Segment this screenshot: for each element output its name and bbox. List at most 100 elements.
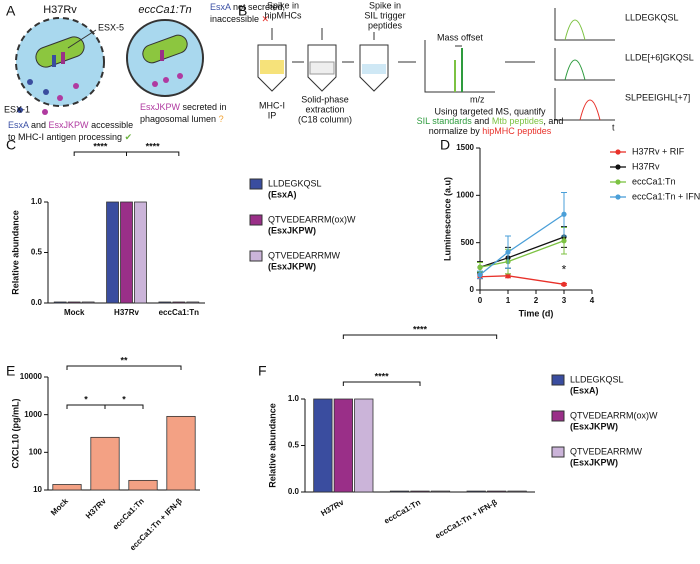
caption: EsxA and EsxJKPW accessible: [8, 120, 133, 130]
y-tick-label: 0.0: [288, 487, 300, 496]
line: [479, 236, 565, 268]
bar: [166, 415, 196, 491]
legend-label: LLDEGKQSL: [268, 178, 322, 188]
significance-bracket: [342, 381, 421, 386]
y-tick-label: 1000: [24, 410, 42, 419]
beads: [260, 60, 284, 74]
caption-text: and: [29, 120, 49, 130]
legend-marker: [615, 164, 621, 170]
pointer: [67, 29, 97, 49]
bar: [487, 490, 507, 493]
caption-text: inaccessible: [210, 14, 259, 24]
point: [477, 264, 483, 270]
point: [561, 211, 567, 217]
caption: EsxJKPW secreted in: [140, 102, 227, 112]
y-tick-label: 1.0: [288, 394, 300, 403]
panel-label: B: [238, 3, 247, 19]
bar: [134, 201, 147, 304]
legend-label: eccCa1:Tn + IFN-β: [632, 191, 700, 201]
bar: [354, 398, 374, 493]
chart: F 0.0 0.5 1.0 Relative abundance H37Rv eccCa1:…: [258, 324, 658, 540]
x-axis-label: Time (d): [519, 308, 554, 318]
bar: [128, 479, 158, 491]
step-text: Spike in: [369, 0, 401, 10]
legend-label: H37Rv: [632, 161, 660, 171]
significance-bracket: [66, 404, 106, 409]
significance-bracket: [104, 404, 144, 409]
line: [479, 275, 565, 285]
step-text: SIL trigger: [364, 10, 405, 20]
legend-note: (EsxJKPW): [268, 261, 316, 271]
x-tick-label: Mock: [49, 496, 70, 517]
bar: [466, 490, 486, 493]
legend-note: (EsxJKPW): [268, 225, 316, 235]
y-tick-label: 0.5: [31, 248, 43, 257]
summary-part: SIL standards: [417, 116, 473, 126]
y-tick-label: 100: [29, 447, 43, 456]
y-axis-label: CXCL10 (pg/mL): [10, 398, 20, 468]
summary-part: and: [472, 116, 492, 126]
axis-label: t: [612, 122, 615, 132]
legend-note: (EsxA): [268, 189, 297, 199]
annotation: *: [562, 262, 567, 276]
x-tick-label: eccCa1:Tn: [383, 498, 423, 526]
protein: [17, 107, 23, 113]
cross-mark: ✕: [259, 14, 269, 24]
bar: [53, 301, 67, 304]
x-tick-label: eccCa1:Tn: [111, 496, 146, 531]
y-tick-label: 0.0: [31, 298, 43, 307]
protein: [152, 81, 158, 87]
significance-label: ****: [413, 324, 428, 334]
legend-label: LLDEGKQSL: [570, 374, 624, 384]
legend-swatch: [551, 410, 565, 422]
legend-label: QTVEDEARRM(ox)W: [570, 410, 658, 420]
x-tick-label: 4: [590, 296, 595, 305]
chart: C 0.0 0.5 1.0 Relative abundance Mock H37Rv ecc…: [6, 137, 356, 317]
y-tick-label: 1.0: [31, 197, 43, 206]
legend-marker: [615, 149, 621, 155]
significance-label: *: [84, 394, 88, 404]
legend-swatch: [551, 374, 565, 386]
bar: [120, 201, 133, 304]
protein: [163, 77, 169, 83]
step-text: MHC-I: [259, 100, 285, 110]
legend-swatch: [551, 446, 565, 458]
x-tick-label: Mock: [64, 308, 85, 317]
spectrum-label: Mass offset: [437, 32, 483, 42]
panel-a: A H37Rv eccCa1:Tn ESX-5 ESX-1 EsxA and E…: [4, 2, 285, 142]
legend-label: eccCa1:Tn: [632, 176, 676, 186]
chromatogram-peak: [564, 59, 586, 81]
summary-part: hipMHC peptides: [482, 126, 552, 136]
summary: SIL standards and Mtb peptides, and: [417, 116, 564, 126]
axis-label: m/z: [470, 94, 485, 104]
strain-title: eccCa1:Tn: [138, 4, 191, 16]
significance-label: ****: [146, 141, 161, 151]
significance-label: **: [120, 355, 128, 365]
secretion-system: [61, 52, 65, 64]
panel-label: A: [6, 3, 16, 19]
y-tick-label: 0: [470, 285, 475, 294]
peptide-label: SLPEEIGHL[+7]: [625, 92, 690, 102]
system-label: ESX-1: [4, 104, 30, 114]
legend-marker: [615, 194, 621, 200]
summary-part: Mtb peptides: [492, 116, 544, 126]
step-text: (C18 column): [298, 114, 352, 124]
chromatogram-peak: [579, 99, 601, 121]
bar: [172, 301, 186, 304]
bar: [333, 398, 353, 493]
y-axis-label: Relative abundance: [10, 210, 20, 295]
y-tick-label: 0.5: [288, 441, 300, 450]
peptide-label: LLDEGKQSL: [625, 12, 679, 22]
significance-label: ****: [375, 371, 390, 381]
chart: E 10 100 1000 10000 CXCL10 (pg/mL) Mock H37Rv ec…: [6, 355, 200, 552]
significance-label: *: [122, 394, 126, 404]
eluate: [362, 64, 386, 74]
legend-label: H37Rv + RIF: [632, 146, 685, 156]
question-mark: ?: [216, 114, 224, 124]
caption-text: to MHC-I antigen processing: [8, 132, 122, 142]
legend-label: QTVEDEARRMW: [570, 446, 643, 456]
caption-text: phagosomal lumen: [140, 114, 216, 124]
point: [561, 238, 567, 244]
bar: [106, 201, 119, 304]
protein: [27, 79, 33, 85]
